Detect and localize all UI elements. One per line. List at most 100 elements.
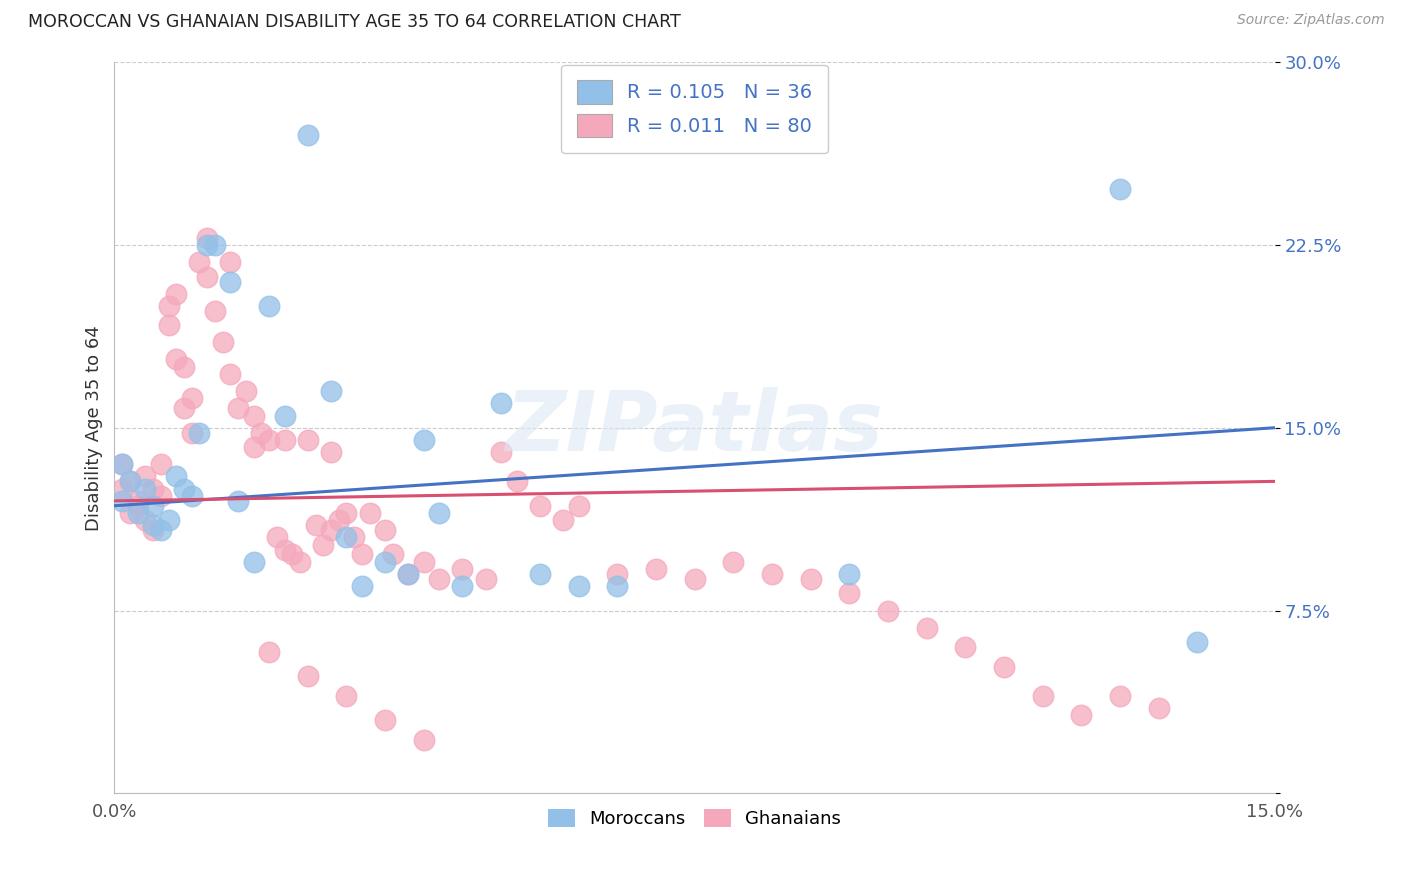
Point	[505, 475, 527, 489]
Point	[134, 482, 156, 496]
Point	[319, 445, 342, 459]
Point	[1070, 708, 1092, 723]
Point	[195, 269, 218, 284]
Point	[683, 572, 706, 586]
Point	[127, 499, 149, 513]
Point	[273, 409, 295, 423]
Point	[226, 494, 249, 508]
Point	[165, 352, 187, 367]
Point	[1147, 701, 1170, 715]
Point	[173, 401, 195, 416]
Point	[319, 384, 342, 399]
Point	[111, 482, 134, 496]
Point	[180, 392, 202, 406]
Point	[319, 523, 342, 537]
Point	[489, 396, 512, 410]
Point	[800, 572, 823, 586]
Point	[915, 621, 938, 635]
Point	[111, 458, 134, 472]
Point	[1109, 689, 1132, 703]
Point	[257, 433, 280, 447]
Point	[180, 489, 202, 503]
Point	[142, 482, 165, 496]
Point	[374, 555, 396, 569]
Point	[451, 562, 474, 576]
Point	[350, 548, 373, 562]
Point	[993, 659, 1015, 673]
Point	[529, 499, 551, 513]
Point	[219, 275, 242, 289]
Text: ZIPatlas: ZIPatlas	[506, 387, 883, 468]
Point	[127, 506, 149, 520]
Point	[165, 469, 187, 483]
Point	[273, 542, 295, 557]
Point	[111, 494, 134, 508]
Point	[335, 689, 357, 703]
Point	[134, 513, 156, 527]
Point	[412, 433, 434, 447]
Point	[195, 230, 218, 244]
Point	[567, 499, 589, 513]
Point	[1032, 689, 1054, 703]
Text: Source: ZipAtlas.com: Source: ZipAtlas.com	[1237, 13, 1385, 28]
Point	[474, 572, 496, 586]
Point	[396, 566, 419, 581]
Point	[157, 299, 180, 313]
Point	[165, 286, 187, 301]
Point	[374, 523, 396, 537]
Point	[350, 579, 373, 593]
Point	[219, 255, 242, 269]
Point	[427, 572, 450, 586]
Point	[173, 482, 195, 496]
Point	[359, 506, 381, 520]
Point	[761, 566, 783, 581]
Point	[297, 128, 319, 143]
Point	[567, 579, 589, 593]
Point	[606, 566, 628, 581]
Point	[374, 713, 396, 727]
Point	[257, 645, 280, 659]
Point	[204, 303, 226, 318]
Point	[118, 475, 141, 489]
Text: MOROCCAN VS GHANAIAN DISABILITY AGE 35 TO 64 CORRELATION CHART: MOROCCAN VS GHANAIAN DISABILITY AGE 35 T…	[28, 13, 681, 31]
Point	[242, 555, 264, 569]
Point	[134, 469, 156, 483]
Point	[235, 384, 257, 399]
Point	[955, 640, 977, 654]
Point	[195, 238, 218, 252]
Point	[188, 255, 211, 269]
Point	[204, 238, 226, 252]
Point	[335, 530, 357, 544]
Point	[250, 425, 273, 440]
Point	[266, 530, 288, 544]
Point	[297, 433, 319, 447]
Point	[118, 475, 141, 489]
Point	[281, 548, 304, 562]
Point	[721, 555, 744, 569]
Point	[118, 506, 141, 520]
Point	[149, 523, 172, 537]
Point	[381, 548, 404, 562]
Point	[157, 318, 180, 333]
Point	[142, 499, 165, 513]
Point	[188, 425, 211, 440]
Point	[396, 566, 419, 581]
Point	[328, 513, 350, 527]
Point	[149, 458, 172, 472]
Point	[257, 299, 280, 313]
Point	[529, 566, 551, 581]
Point	[838, 566, 860, 581]
Y-axis label: Disability Age 35 to 64: Disability Age 35 to 64	[86, 325, 103, 531]
Point	[451, 579, 474, 593]
Point	[877, 603, 900, 617]
Point	[226, 401, 249, 416]
Point	[127, 494, 149, 508]
Point	[551, 513, 574, 527]
Point	[180, 425, 202, 440]
Point	[1187, 635, 1209, 649]
Point	[149, 489, 172, 503]
Point	[838, 586, 860, 600]
Point	[288, 555, 311, 569]
Point	[304, 518, 326, 533]
Point	[142, 518, 165, 533]
